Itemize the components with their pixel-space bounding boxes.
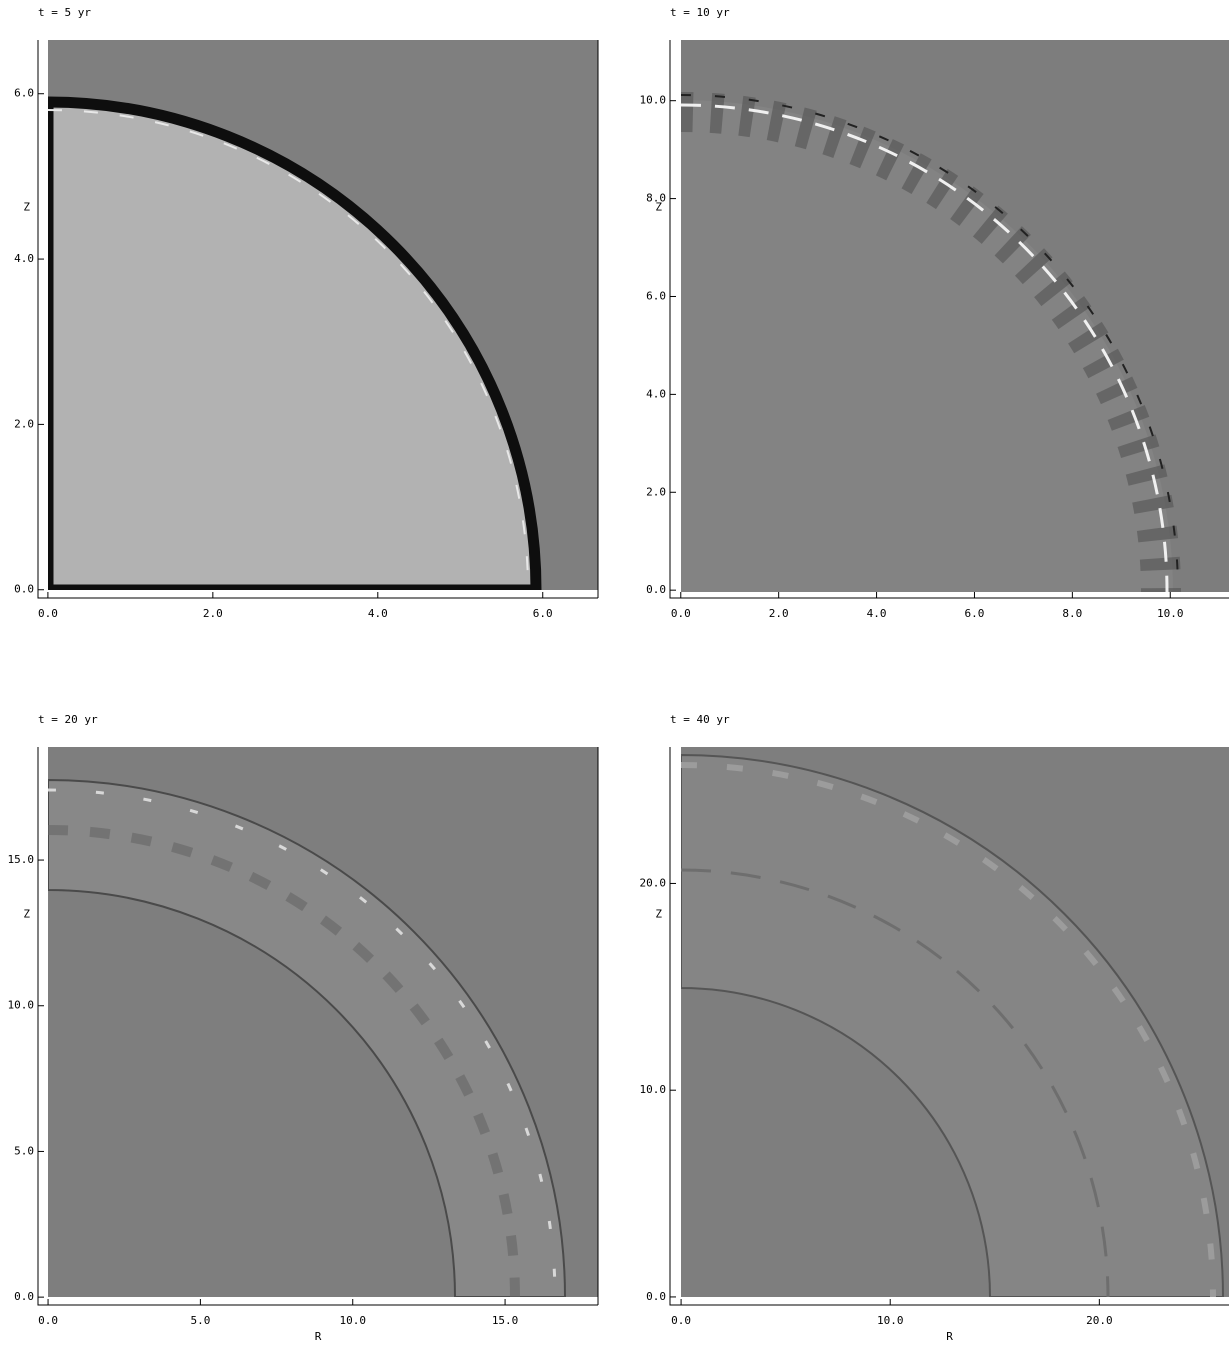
x-tick-label: 6.0 (965, 607, 985, 620)
y-tick-label: 0.0 (14, 1290, 34, 1303)
y-tick-label: 5.0 (14, 1144, 34, 1157)
y-tick-label: 4.0 (646, 387, 666, 400)
x-tick-label: 20.0 (1086, 1314, 1113, 1327)
axis-frame (669, 747, 1229, 1306)
x-tick-label: 15.0 (492, 1314, 519, 1327)
y-axis-label: Z (655, 200, 662, 213)
x-tick-label: 8.0 (1062, 607, 1082, 620)
panel-title: t = 40 yr (670, 713, 730, 726)
y-tick-label: 15.0 (8, 853, 35, 866)
panel-title: t = 10 yr (670, 6, 730, 19)
y-axis-label: Z (23, 907, 30, 920)
y-tick-label: 4.0 (14, 252, 34, 265)
simulation-image (48, 40, 598, 590)
x-axis-label: R (315, 1330, 322, 1343)
y-tick-label: 0.0 (14, 583, 34, 596)
y-tick-label: 20.0 (640, 876, 667, 889)
y-axis-label: Z (23, 200, 30, 213)
y-tick-label: 10.0 (640, 1083, 667, 1096)
y-tick-label: 10.0 (640, 94, 667, 107)
x-axis-label: R (946, 1330, 953, 1343)
y-tick-label: 0.0 (646, 583, 666, 596)
axis-frame (37, 747, 599, 1306)
panel-title: t = 20 yr (38, 713, 98, 726)
x-tick-label: 2.0 (203, 607, 223, 620)
y-axis-label: Z (655, 907, 662, 920)
x-tick-label: 0.0 (38, 1314, 58, 1327)
panel-title: t = 5 yr (38, 6, 91, 19)
y-tick-label: 8.0 (646, 192, 666, 205)
x-tick-label: 10.0 (339, 1314, 366, 1327)
axis-frame (37, 40, 599, 599)
x-tick-label: 5.0 (190, 1314, 210, 1327)
y-tick-label: 6.0 (14, 87, 34, 100)
x-tick-label: 0.0 (671, 607, 691, 620)
x-tick-label: 0.0 (671, 1314, 691, 1327)
y-tick-label: 2.0 (646, 485, 666, 498)
simulation-image (681, 747, 1229, 1297)
y-tick-label: 2.0 (14, 417, 34, 430)
x-tick-label: 0.0 (38, 607, 58, 620)
x-tick-label: 4.0 (867, 607, 887, 620)
x-tick-label: 10.0 (877, 1314, 904, 1327)
x-tick-label: 6.0 (533, 607, 553, 620)
y-tick-label: 10.0 (8, 999, 35, 1012)
y-tick-label: 0.0 (646, 1290, 666, 1303)
y-tick-label: 6.0 (646, 289, 666, 302)
x-tick-label: 4.0 (368, 607, 388, 620)
simulation-image (48, 747, 598, 1297)
x-tick-label: 2.0 (769, 607, 789, 620)
axis-frame (669, 40, 1229, 599)
simulation-image (681, 40, 1229, 592)
x-tick-label: 10.0 (1157, 607, 1184, 620)
